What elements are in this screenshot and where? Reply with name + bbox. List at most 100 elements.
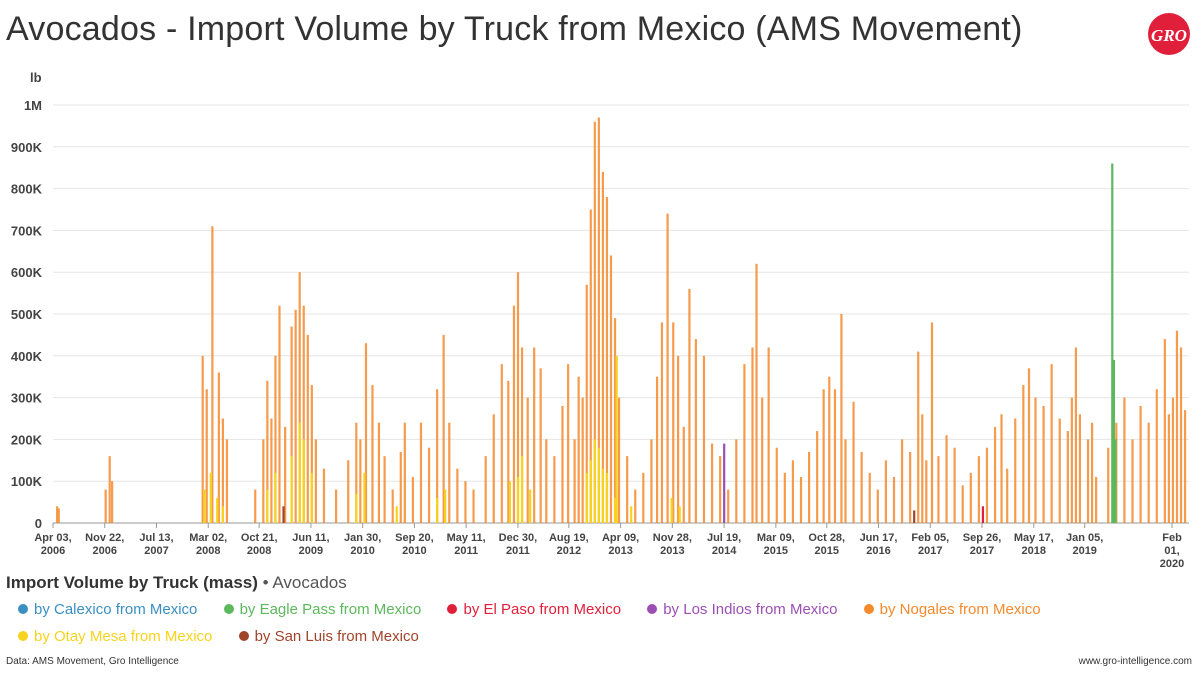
data-bar — [783, 472, 786, 523]
legend-item-nogales[interactable]: by Nogales from Mexico — [863, 601, 1041, 618]
data-bar — [266, 380, 269, 523]
data-bar — [672, 322, 675, 523]
data-bar — [609, 255, 613, 524]
data-bar — [201, 355, 204, 523]
data-bar — [710, 443, 714, 523]
data-bar — [1114, 439, 1117, 523]
data-bar — [751, 347, 754, 523]
data-bar — [917, 351, 920, 523]
chart-title: Avocados - Import Volume by Truck from M… — [6, 10, 1023, 48]
data-bar — [694, 339, 697, 523]
data-bar — [383, 456, 386, 523]
data-bar — [395, 506, 398, 523]
website-link[interactable]: www.gro-intelligence.com — [1078, 656, 1192, 667]
data-bar — [298, 272, 301, 523]
data-bar — [719, 456, 722, 523]
legend-item-calexico[interactable]: by Calexico from Mexico — [18, 601, 197, 618]
data-bar — [743, 364, 746, 523]
legend-item-el-paso[interactable]: by El Paso from Mexico — [447, 601, 621, 618]
data-bar — [626, 456, 629, 523]
data-bar — [545, 439, 548, 523]
legend-title: Import Volume by Truck (mass) • Avocados — [6, 573, 347, 593]
data-bar — [1000, 414, 1003, 523]
data-bar — [761, 397, 764, 523]
data-bar — [791, 460, 795, 523]
data-bar — [617, 397, 621, 523]
data-bar — [655, 376, 659, 523]
data-bar — [399, 451, 402, 523]
legend-item-los-indios[interactable]: by Los Indios from Mexico — [647, 601, 837, 618]
data-bar — [605, 472, 609, 523]
legend-title-main: Import Volume by Truck (mass) — [6, 573, 258, 592]
legend-item-eagle-pass[interactable]: by Eagle Pass from Mexico — [223, 601, 421, 618]
series-by-eagle-pass-from-mexico — [1111, 163, 1117, 523]
x-tick-label: Jun 17, 2016 — [860, 532, 898, 557]
legend-item-otay-mesa[interactable]: by Otay Mesa from Mexico — [18, 628, 212, 645]
data-bar — [507, 380, 510, 523]
data-bar — [1155, 389, 1158, 523]
legend-item-san-luis[interactable]: by San Luis from Mexico — [238, 628, 419, 645]
data-bar — [211, 226, 214, 523]
data-bar — [225, 439, 229, 523]
data-bar — [302, 439, 305, 523]
data-bar — [371, 385, 374, 523]
series-by-san-luis-from-mexico — [282, 506, 916, 523]
chart-plot: lb 0 100K 200K 300K 400K 500K 600K 700K 800K 900K 1… — [11, 70, 1189, 570]
data-bar — [1175, 330, 1179, 523]
data-bar — [221, 418, 224, 523]
y-axis: lb 0 100K 200K 300K 400K 500K 600K 700K 800K 900K 1… — [11, 70, 43, 531]
series-by-los-indios-from-mexico — [723, 443, 726, 523]
data-bar — [520, 456, 524, 523]
x-tick-label: Nov 22, 2006 — [85, 532, 124, 557]
legend-dot — [863, 604, 874, 614]
data-bar — [755, 263, 758, 523]
x-tick-label: Aug 19, 2012 — [549, 532, 589, 557]
data-bar — [1111, 163, 1114, 523]
x-tick-label: Jun 11, 2009 — [292, 532, 329, 557]
data-bar — [613, 318, 617, 523]
x-tick-label: Nov 28, 2013 — [653, 532, 692, 557]
data-bar — [553, 456, 556, 523]
data-bar — [436, 389, 439, 523]
data-bar — [921, 414, 924, 523]
data-bar — [533, 347, 536, 523]
data-bar — [516, 272, 520, 523]
data-bar — [822, 389, 825, 523]
data-bar — [284, 426, 287, 523]
data-bar — [585, 284, 588, 523]
data-bar — [605, 196, 609, 523]
data-bar — [306, 334, 309, 523]
series-by-el-paso-from-mexico — [981, 506, 985, 523]
data-bar — [1066, 431, 1069, 523]
x-tick-label: May 17, 2018 — [1014, 532, 1054, 557]
legend-dot — [647, 604, 658, 614]
data-bar — [613, 497, 617, 523]
series-by-nogales-from-mexico — [56, 117, 1187, 524]
data-bar — [1163, 339, 1166, 523]
data-bar — [993, 426, 997, 523]
data-bar — [702, 355, 706, 523]
data-bar — [767, 347, 770, 523]
y-tick-label: 800K — [11, 182, 43, 197]
legend-dot — [447, 604, 458, 614]
data-bar — [585, 472, 588, 523]
data-bar — [945, 435, 948, 523]
data-bar — [302, 305, 305, 523]
data-bar — [799, 477, 803, 523]
data-bar — [310, 385, 313, 523]
data-bar — [1022, 385, 1025, 523]
legend-row-1: by Calexico from Mexico by Eagle Pass fr… — [18, 601, 1063, 618]
gro-logo: GRO — [1148, 13, 1190, 55]
data-bar — [290, 456, 293, 523]
data-bar — [104, 489, 107, 523]
data-bar — [217, 372, 220, 523]
data-bar — [411, 477, 415, 523]
x-axis: Apr 03, 2006 Nov 22, 2006 Jul 13, 2007 Mar 02,… — [34, 523, 1184, 570]
data-bar — [334, 489, 338, 523]
data-bar — [666, 213, 669, 523]
data-bar — [355, 422, 358, 523]
data-bar — [56, 506, 59, 523]
x-tick-label: May 11, 2011 — [447, 532, 486, 557]
data-bar — [310, 472, 313, 523]
legend-label: by Otay Mesa from Mexico — [34, 628, 213, 645]
